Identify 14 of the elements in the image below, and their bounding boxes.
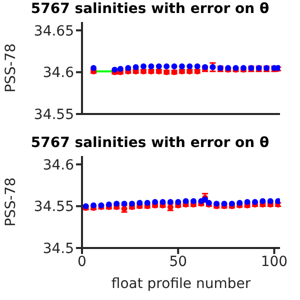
y-tick-label: 34.65 bbox=[34, 23, 74, 40]
y-tick-label: 34.55 bbox=[34, 199, 74, 216]
chart-title: 5767 salinities with error on θ bbox=[30, 134, 270, 152]
chart-title: 5767 salinities with error on θ bbox=[30, 0, 270, 18]
x-tick-label: 50 bbox=[169, 254, 188, 270]
y-axis-title: PSS-78 bbox=[2, 177, 19, 227]
y-axis-title: PSS-78 bbox=[2, 43, 19, 93]
x-tick-label: 100 bbox=[260, 254, 288, 270]
y-tick-label: 34.55 bbox=[34, 106, 74, 123]
y-tick-label: 34.6 bbox=[42, 65, 74, 82]
x-tick-label: 0 bbox=[78, 254, 86, 270]
y-tick-label: 34.5 bbox=[42, 240, 74, 257]
y-tick-label: 34.6 bbox=[42, 157, 74, 174]
x-axis-title: float profile number bbox=[111, 276, 251, 292]
